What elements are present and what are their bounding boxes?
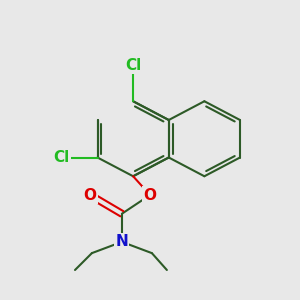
Text: O: O bbox=[83, 188, 97, 202]
Text: Cl: Cl bbox=[54, 150, 70, 165]
Text: N: N bbox=[116, 234, 128, 249]
Text: Cl: Cl bbox=[125, 58, 141, 73]
Text: O: O bbox=[143, 188, 157, 202]
